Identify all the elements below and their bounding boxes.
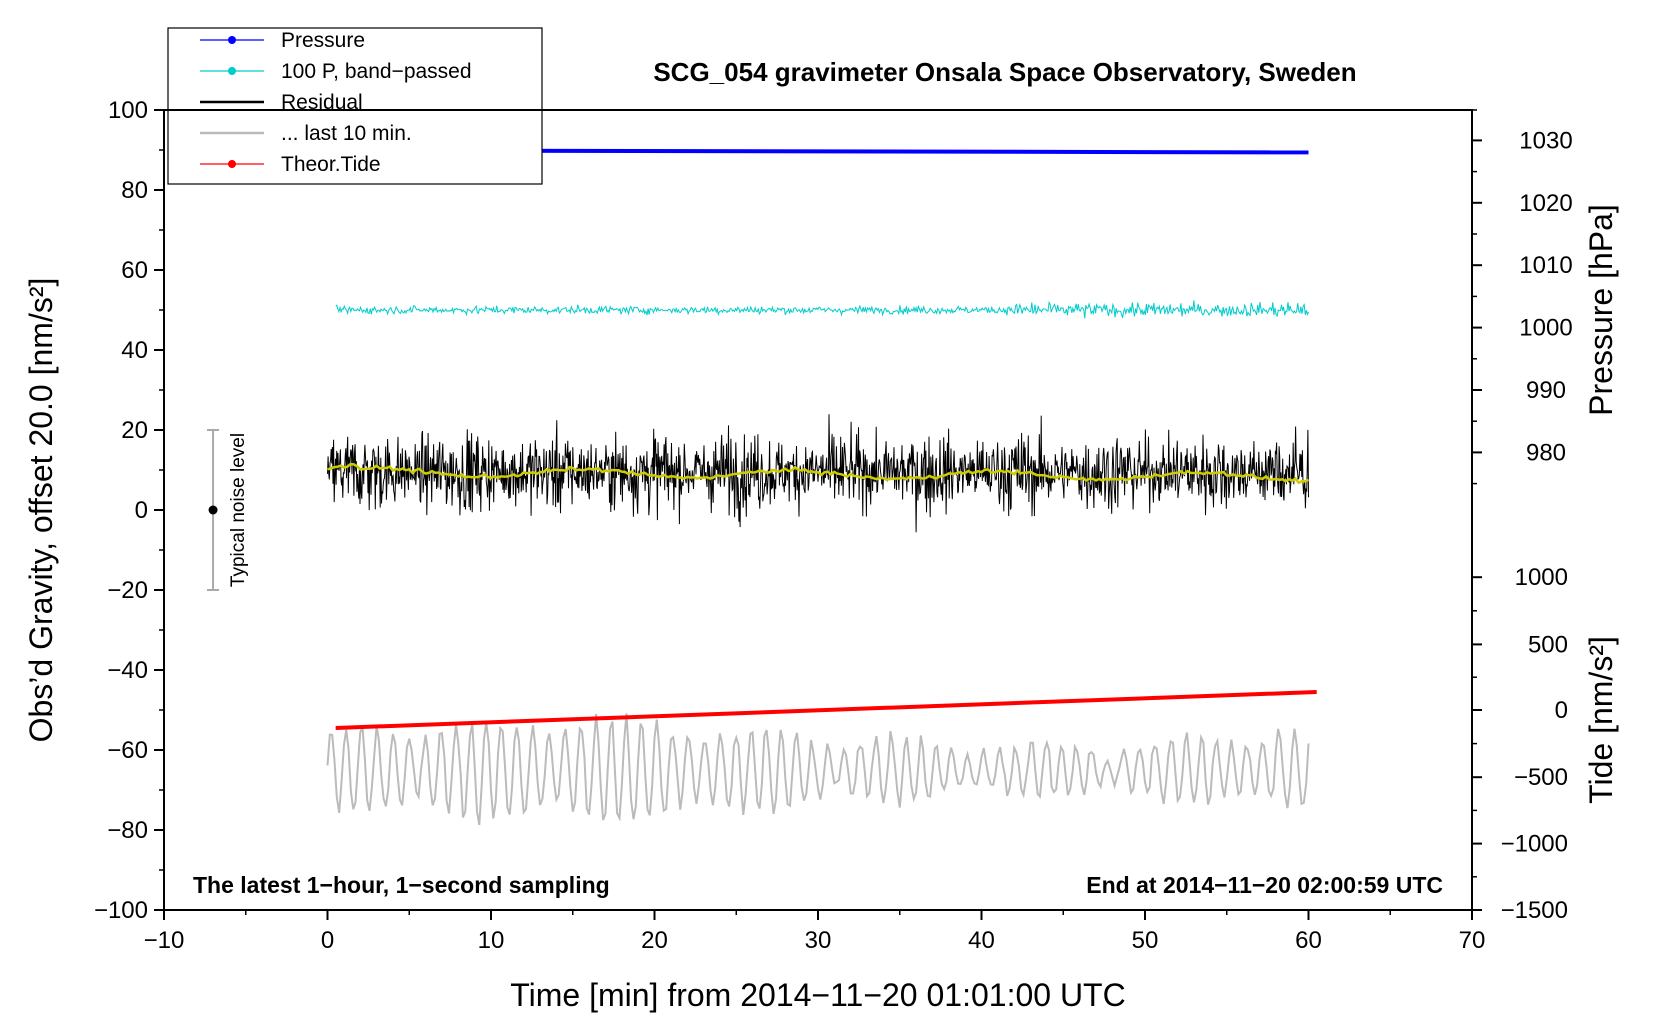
series-pressure-bandpassed [335, 300, 1309, 319]
tide-tick-label: 1000 [1515, 564, 1568, 591]
annotation-sampling: The latest 1−hour, 1−second sampling [193, 872, 610, 898]
typical-noise-bar [207, 429, 220, 591]
legend-label: Pressure [281, 29, 365, 52]
series-last-10-min [326, 713, 1310, 826]
pressure-tick-label: 980 [1526, 439, 1566, 466]
y-tick-label: −60 [107, 737, 148, 764]
x-tick-label: 10 [478, 927, 505, 954]
tide-tick-label: 500 [1528, 631, 1568, 658]
pressure-bandpassed-line [335, 300, 1309, 319]
y-tick-label: 0 [135, 497, 148, 524]
y-axis-pressure-label: Pressure [hPa] [1583, 204, 1619, 416]
x-tick-label: −10 [144, 927, 185, 954]
axis-ticks: −10 0 10 20 30 40 50 60 70100806040200−20−40−60−… [94, 97, 1573, 954]
y-tick-label: 20 [121, 417, 148, 444]
legend: Pressure 100 P, band−passed Residual ... la… [167, 27, 543, 185]
residual-smoothed-line [327, 462, 1310, 485]
pressure-tick-label: 1020 [1519, 190, 1572, 217]
y-axis-tide-label: Tide [nm/s²] [1583, 636, 1619, 804]
tide-tick-label: 0 [1555, 697, 1568, 724]
legend-label: 100 P, band−passed [281, 60, 472, 83]
noise-level-label: Typical noise level [228, 433, 249, 587]
pressure-tick-label: 1010 [1519, 252, 1572, 279]
x-tick-label: 50 [1132, 927, 1159, 954]
series-theor-tide [335, 690, 1317, 730]
legend-label: Residual [281, 91, 363, 114]
x-tick-label: 0 [321, 927, 334, 954]
annotation-end-time: End at 2014−11−20 02:00:59 UTC [1086, 872, 1443, 898]
residual-line [327, 414, 1309, 533]
x-tick-label: 40 [968, 927, 995, 954]
y-tick-label: −40 [107, 657, 148, 684]
legend-marker [228, 36, 236, 44]
pressure-tick-label: 990 [1526, 377, 1566, 404]
x-tick-label: 70 [1459, 927, 1486, 954]
y-tick-label: 80 [121, 177, 148, 204]
series-residual-smoothed [327, 462, 1310, 485]
tide-tick-label: −500 [1514, 764, 1568, 791]
x-tick-label: 60 [1295, 927, 1322, 954]
tide-tick-label: −1500 [1501, 897, 1568, 924]
tide-tick-label: −1000 [1501, 831, 1568, 858]
legend-box [167, 27, 543, 185]
legend-label: ... last 10 min. [281, 122, 412, 145]
x-axis-label: Time [min] from 2014−11−20 01:01:00 UTC [510, 977, 1125, 1013]
noise-bar-center [208, 505, 218, 515]
y-tick-label: −80 [107, 817, 148, 844]
y-tick-label: −20 [107, 577, 148, 604]
legend-marker [228, 160, 236, 168]
last-10-min-line [326, 713, 1310, 826]
y-tick-label: 100 [108, 97, 148, 124]
legend-label: Theor.Tide [281, 153, 381, 176]
theor-tide-line [335, 690, 1317, 730]
x-tick-label: 20 [641, 927, 668, 954]
chart-title: SCG_054 gravimeter Onsala Space Observat… [653, 57, 1356, 87]
y-tick-label: 40 [121, 337, 148, 364]
series-residual [327, 414, 1309, 533]
legend-marker [228, 67, 236, 75]
y-tick-label: 60 [121, 257, 148, 284]
y-axis-left-label: Obs’d Gravity, offset 20.0 [nm/s²] [23, 278, 59, 743]
y-tick-label: −100 [94, 897, 148, 924]
x-tick-label: 30 [805, 927, 832, 954]
pressure-tick-label: 1000 [1519, 315, 1572, 342]
plot-frame [163, 109, 1473, 911]
pressure-tick-label: 1030 [1519, 127, 1572, 154]
